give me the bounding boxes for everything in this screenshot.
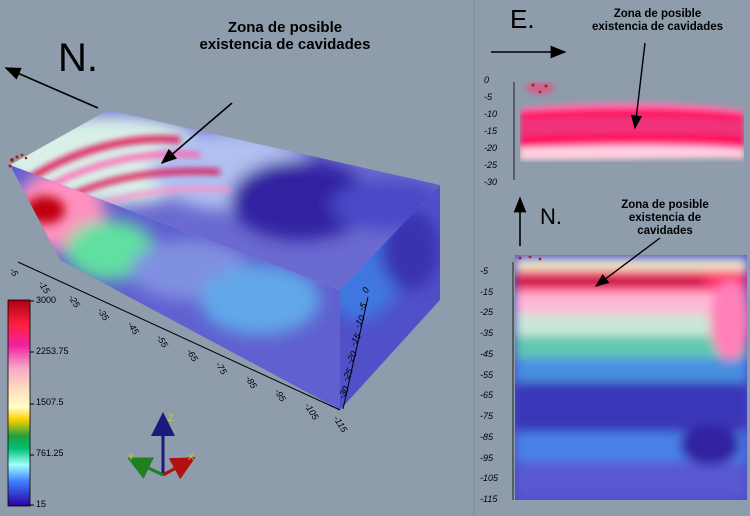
colorbar-tick-label: 1507.5 [36,397,64,407]
bottom-right-y-tick-label: -55 [480,369,494,380]
triad-x-label: X [188,452,195,462]
bottom-right-y-tick-label: -25 [480,307,494,318]
colorbar [7,299,34,507]
top-right-y-tick-label: -25 [484,160,498,170]
top-right-section [491,42,744,180]
main-direction-label: N. [58,36,98,80]
main-annotation-line-2: existencia de cavidades [199,35,371,53]
annotation-arrow-main [160,102,233,165]
bottom-right-y-tick-label: -5 [480,266,489,276]
colorbar-tick-label: 761.25 [36,448,64,458]
bottom-right-y-tick-label: -65 [480,390,494,401]
top-right-y-tick-label: -20 [484,143,498,153]
triad-z-label: Z [168,413,174,423]
bottom-right-y-tick-label: -85 [480,431,494,442]
top-right-annotation-line-1: Zona de posible [613,8,702,20]
bottom-right-y-tick-label: -95 [480,452,494,463]
triad-y-label: Y [128,452,135,462]
bottom-right-y-tick-label: -105 [480,473,499,484]
bottom-right-annotation-line-3: cavidades [637,224,693,237]
bottom-right-annotation-line-1: Zona de posible [621,199,709,211]
top-right-y-tick-label: -30 [484,177,498,187]
bottom-right-y-tick-label: -45 [480,348,494,359]
colorbar-tick-label: 3000 [36,295,57,305]
main-annotation-line-1: Zona de posible [227,19,343,36]
bottom-right-y-tick-label: -15 [480,286,494,297]
annotation-arrow-bottom-right [594,237,661,287]
north-arrow [4,67,99,109]
top-right-annotation: Zona de posible existencia de cavidades [570,8,745,34]
bottom-right-y-tick-label: -35 [480,328,494,339]
bottom-right-y-tick-label: -75 [480,411,494,422]
colorbar-tick-label: 2253.75 [36,346,69,356]
corner-noise [8,153,28,168]
top-right-direction-label: E. [510,4,535,34]
bottom-right-y-tick-label: -115 [480,494,498,504]
top-right-y-tick-label: -15 [484,126,498,136]
top-right-annotation-line-2: existencia de cavidades [591,20,724,33]
colorbar-tick-label: 15 [36,499,47,509]
bottom-right-direction-label: N. [540,204,562,229]
x-axis-line [17,261,341,411]
top-right-y-tick-label: 0 [484,75,490,85]
bottom-right-annotation: Zona de posible existencia de cavidades [600,199,730,238]
main-annotation: Zona de posible existencia de cavidades [160,19,410,54]
bottom-right-section [512,196,747,500]
axes-triad [127,412,196,480]
annotation-arrow-top-right [630,42,646,130]
top-right-y-tick-label: -10 [484,109,498,119]
bottom-right-annotation-line-2: existencia de [628,211,702,224]
top-right-y-tick-label: -5 [484,92,493,102]
z-axis-line [342,296,369,410]
